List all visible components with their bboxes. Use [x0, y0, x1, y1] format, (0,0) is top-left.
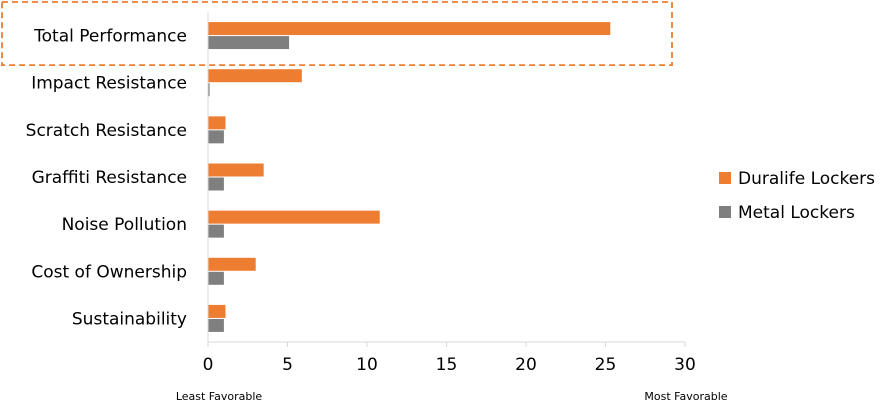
- bar-metal-lockers-noise-pollution: [208, 224, 224, 238]
- x-tick-label-0: 0: [203, 355, 214, 375]
- category-label-cost-of-ownership: Cost of Ownership: [31, 262, 187, 282]
- bar-metal-lockers-cost-of-ownership: [208, 271, 224, 285]
- bar-metal-lockers-scratch-resistance: [208, 130, 224, 144]
- bars-layer: [208, 22, 611, 332]
- labels-layer: Total Performance Impact Resistance Scratc…: [26, 27, 187, 330]
- x-tick-label-10: 10: [356, 355, 378, 375]
- bar-duralife-lockers-sustainability: [208, 304, 226, 318]
- axis-layer: 0 5 10 15 20 25 30 Least Favorable Most Favorabl…: [176, 12, 728, 403]
- x-tick-label-5: 5: [282, 355, 293, 375]
- x-tick-label-20: 20: [515, 355, 537, 375]
- bar-metal-lockers-sustainability: [208, 318, 224, 332]
- x-tick-label-15: 15: [436, 355, 458, 375]
- x-tick-label-30: 30: [674, 355, 696, 375]
- category-label-sustainability: Sustainability: [72, 309, 187, 329]
- legend-label-duralife-lockers: Duralife Lockers: [738, 169, 875, 189]
- bar-metal-lockers-graffiti-resistance: [208, 177, 224, 191]
- category-label-total-performance: Total Performance: [33, 27, 187, 47]
- bar-metal-lockers-impact-resistance: [208, 83, 210, 97]
- category-label-scratch-resistance: Scratch Resistance: [26, 121, 187, 141]
- bar-duralife-lockers-scratch-resistance: [208, 116, 226, 130]
- category-label-impact-resistance: Impact Resistance: [31, 74, 187, 94]
- bar-duralife-lockers-total-performance: [208, 22, 611, 36]
- legend-label-metal-lockers: Metal Lockers: [738, 203, 855, 223]
- category-label-noise-pollution: Noise Pollution: [62, 215, 187, 235]
- legend: Duralife Lockers Metal Lockers: [719, 169, 875, 223]
- legend-swatch-metal-lockers: [719, 206, 731, 218]
- bar-duralife-lockers-noise-pollution: [208, 210, 380, 224]
- bar-duralife-lockers-cost-of-ownership: [208, 257, 256, 271]
- axis-note-most-favorable: Most Favorable: [644, 390, 727, 403]
- legend-swatch-duralife-lockers: [719, 172, 731, 184]
- bar-metal-lockers-total-performance: [208, 36, 290, 50]
- x-tick-label-25: 25: [595, 355, 617, 375]
- category-label-graffiti-resistance: Graffiti Resistance: [32, 168, 187, 188]
- axis-note-least-favorable: Least Favorable: [176, 390, 263, 403]
- highlight-layer: [1, 1, 673, 67]
- bar-duralife-lockers-impact-resistance: [208, 69, 302, 83]
- highlight-box: [1, 1, 673, 67]
- bar-duralife-lockers-graffiti-resistance: [208, 163, 264, 177]
